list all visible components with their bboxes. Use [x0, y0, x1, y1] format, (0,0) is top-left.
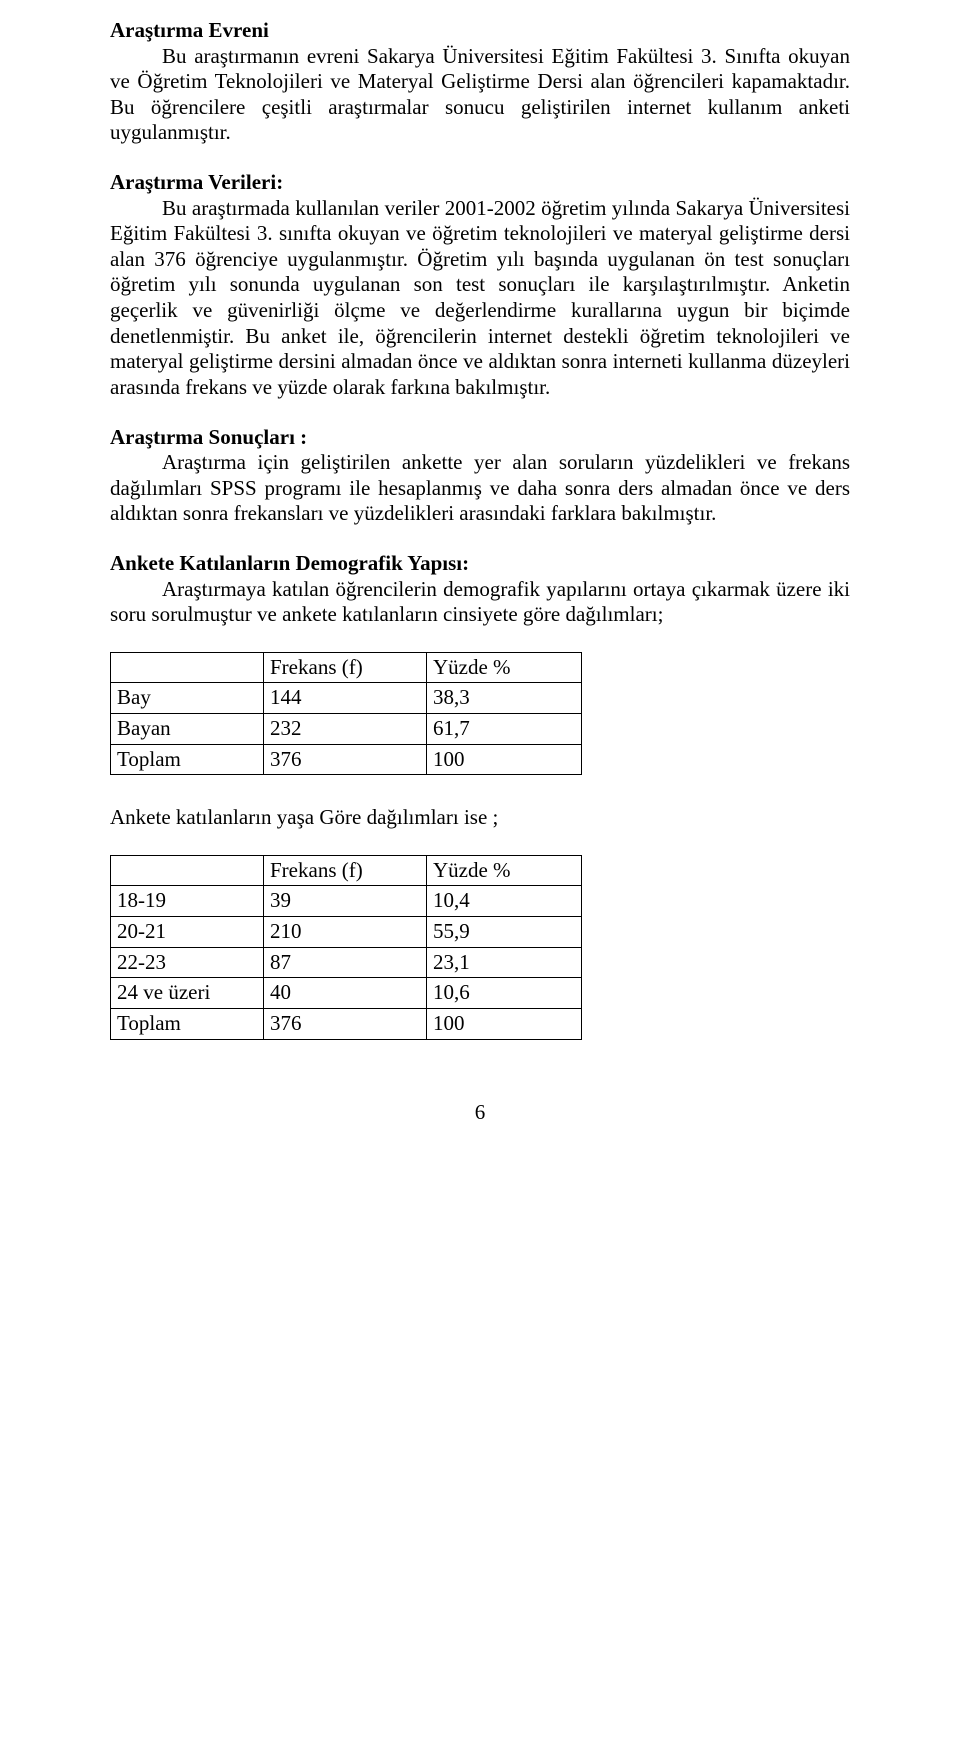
- table-row: Bayan 232 61,7: [111, 714, 582, 745]
- table-row: Bay 144 38,3: [111, 683, 582, 714]
- col-header-f: Frekans (f): [264, 652, 427, 683]
- section-verileri: Araştırma Verileri: Bu araştırmada kulla…: [110, 170, 850, 400]
- cell-p: 100: [427, 1008, 582, 1039]
- cell-f: 232: [264, 714, 427, 745]
- cell-f: 210: [264, 917, 427, 948]
- cell-label: 20-21: [111, 917, 264, 948]
- cell-label: Bay: [111, 683, 264, 714]
- table-gender: Frekans (f) Yüzde % Bay 144 38,3 Bayan 2…: [110, 652, 582, 775]
- table-row: 22-23 87 23,1: [111, 947, 582, 978]
- heading-sonuclari: Araştırma Sonuçları :: [110, 425, 307, 449]
- cell-f: 39: [264, 886, 427, 917]
- body-evreni: Bu araştırmanın evreni Sakarya Üniversit…: [110, 44, 850, 145]
- cell-p: 38,3: [427, 683, 582, 714]
- cell-f: 87: [264, 947, 427, 978]
- cell-label: Toplam: [111, 744, 264, 775]
- heading-demografik: Ankete Katılanların Demografik Yapısı:: [110, 551, 469, 575]
- table-age: Frekans (f) Yüzde % 18-19 39 10,4 20-21 …: [110, 855, 582, 1040]
- cell-empty: [111, 652, 264, 683]
- heading-evreni: Araştırma Evreni: [110, 18, 269, 42]
- table-row: 24 ve üzeri 40 10,6: [111, 978, 582, 1009]
- cell-f: 376: [264, 1008, 427, 1039]
- cell-p: 10,4: [427, 886, 582, 917]
- table-row: Toplam 376 100: [111, 1008, 582, 1039]
- cell-p: 61,7: [427, 714, 582, 745]
- table-row: Frekans (f) Yüzde %: [111, 652, 582, 683]
- age-intro: Ankete katılanların yaşa Göre dağılımlar…: [110, 805, 850, 831]
- col-header-f: Frekans (f): [264, 855, 427, 886]
- cell-p: 55,9: [427, 917, 582, 948]
- section-sonuclari: Araştırma Sonuçları : Araştırma için gel…: [110, 425, 850, 527]
- body-verileri: Bu araştırmada kullanılan veriler 2001-2…: [110, 196, 850, 399]
- cell-label: 18-19: [111, 886, 264, 917]
- cell-p: 23,1: [427, 947, 582, 978]
- cell-label: Bayan: [111, 714, 264, 745]
- cell-label: 22-23: [111, 947, 264, 978]
- page-number: 6: [110, 1100, 850, 1126]
- table-row: Frekans (f) Yüzde %: [111, 855, 582, 886]
- cell-label: Toplam: [111, 1008, 264, 1039]
- cell-p: 10,6: [427, 978, 582, 1009]
- cell-f: 144: [264, 683, 427, 714]
- body-sonuclari: Araştırma için geliştirilen ankette yer …: [110, 450, 850, 525]
- table-row: 20-21 210 55,9: [111, 917, 582, 948]
- cell-f: 376: [264, 744, 427, 775]
- cell-f: 40: [264, 978, 427, 1009]
- cell-p: 100: [427, 744, 582, 775]
- cell-empty: [111, 855, 264, 886]
- table-row: 18-19 39 10,4: [111, 886, 582, 917]
- section-evreni: Araştırma Evreni Bu araştırmanın evreni …: [110, 18, 850, 146]
- col-header-p: Yüzde %: [427, 652, 582, 683]
- body-demografik: Araştırmaya katılan öğrencilerin demogra…: [110, 577, 850, 627]
- cell-label: 24 ve üzeri: [111, 978, 264, 1009]
- table-row: Toplam 376 100: [111, 744, 582, 775]
- section-demografik: Ankete Katılanların Demografik Yapısı: A…: [110, 551, 850, 628]
- heading-verileri: Araştırma Verileri:: [110, 170, 283, 194]
- col-header-p: Yüzde %: [427, 855, 582, 886]
